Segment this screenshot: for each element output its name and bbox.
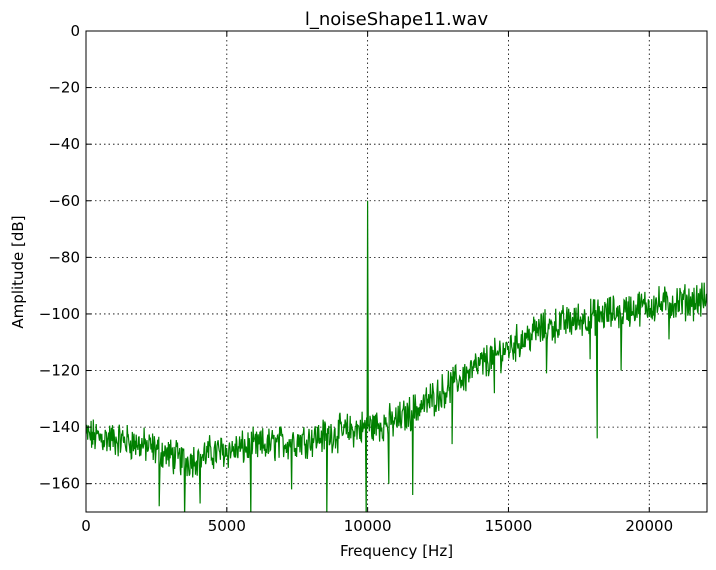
y-tick-label: −100 xyxy=(39,305,80,323)
spectrum-series-line xyxy=(86,200,707,512)
x-tick-label: 10000 xyxy=(344,517,392,535)
y-axis-label: Amplitude [dB] xyxy=(9,215,27,328)
y-tick-label: 0 xyxy=(70,22,80,40)
y-tick-label: −120 xyxy=(39,362,80,380)
chart-title: l_noiseShape11.wav xyxy=(305,9,489,30)
x-tick-label: 20000 xyxy=(625,517,673,535)
y-tick-label: −60 xyxy=(48,192,80,210)
x-axis-label: Frequency [Hz] xyxy=(340,542,453,560)
x-tick-label: 15000 xyxy=(485,517,533,535)
y-tick-label: −80 xyxy=(48,248,80,266)
y-tick-label: −20 xyxy=(48,79,80,97)
plot-frame xyxy=(85,30,708,513)
series-group xyxy=(86,200,707,512)
y-tick-label: −140 xyxy=(39,418,80,436)
x-tick-label: 0 xyxy=(81,517,91,535)
x-tick-label: 5000 xyxy=(208,517,246,535)
y-tick-label: −40 xyxy=(48,135,80,153)
ticks: 0 5000 10000 15000 20000 0 −20 −40 −60 −80 −100 −12… xyxy=(39,22,707,535)
y-tick-label: −160 xyxy=(39,475,80,493)
